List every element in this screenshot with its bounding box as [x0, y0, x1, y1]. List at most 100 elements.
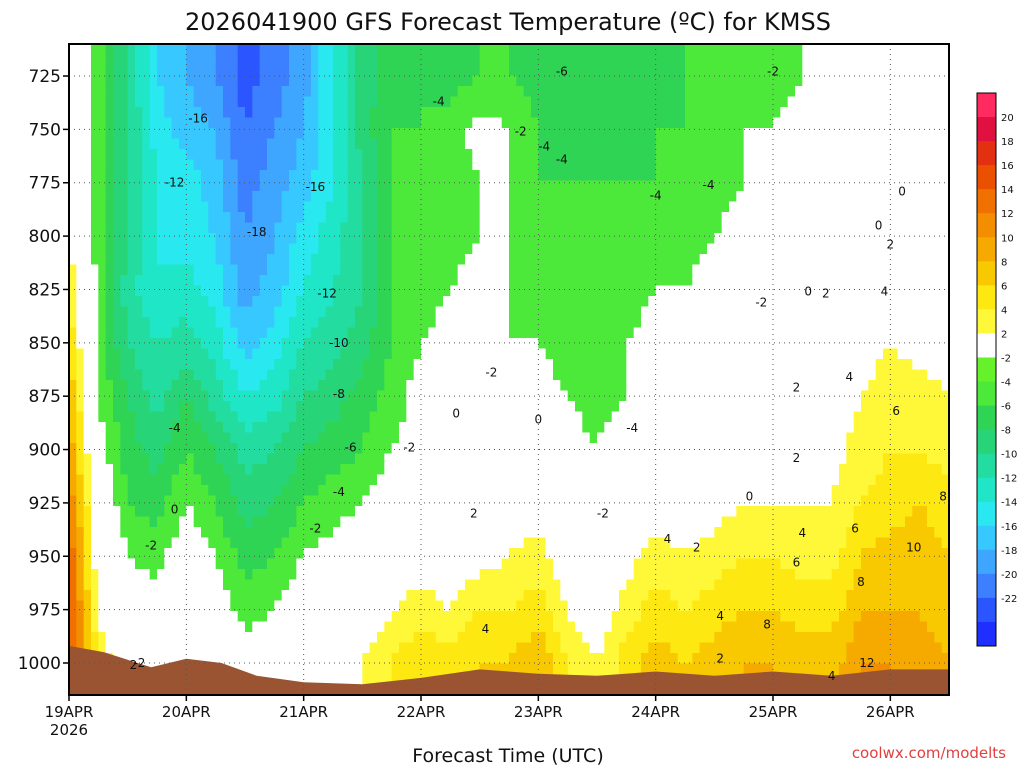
temperature-cell [384, 86, 393, 98]
temperature-cell [523, 474, 532, 486]
temperature-cell [472, 569, 481, 581]
temperature-cell [369, 138, 378, 150]
temperature-cell [626, 327, 635, 339]
temperature-cell [289, 474, 297, 486]
temperature-cell [443, 495, 451, 507]
temperature-cell [157, 233, 165, 245]
temperature-cell [604, 579, 613, 591]
temperature-cell [83, 411, 92, 423]
temperature-cell [560, 380, 569, 392]
temperature-cell [472, 485, 481, 497]
temperature-cell [98, 170, 107, 182]
temperature-cell [281, 537, 290, 549]
temperature-cell [127, 369, 136, 381]
temperature-cell [399, 54, 407, 66]
temperature-cell [347, 296, 356, 308]
temperature-cell [575, 380, 583, 392]
temperature-cell [127, 201, 136, 213]
temperature-cell [421, 443, 429, 455]
temperature-cell [296, 558, 305, 570]
temperature-cell [149, 569, 158, 581]
temperature-cell [157, 191, 165, 203]
temperature-cell [575, 306, 583, 318]
temperature-cell [281, 359, 290, 371]
temperature-cell [626, 54, 635, 66]
temperature-cell [626, 264, 635, 276]
temperature-cell [560, 348, 569, 360]
temperature-cell [252, 128, 261, 140]
temperature-cell [619, 600, 627, 612]
temperature-cell [633, 54, 642, 66]
temperature-cell [443, 663, 451, 675]
temperature-cell [567, 275, 576, 287]
temperature-cell [267, 380, 275, 392]
temperature-cell [406, 590, 415, 602]
temperature-cell [289, 191, 297, 203]
temperature-cell [377, 632, 385, 644]
temperature-cell [391, 432, 400, 444]
temperature-cell [523, 653, 532, 665]
temperature-cell [164, 432, 173, 444]
temperature-cell [413, 663, 422, 675]
temperature-cell [193, 642, 202, 654]
temperature-cell [259, 611, 268, 623]
temperature-cell [303, 401, 312, 413]
temperature-cell [450, 296, 459, 308]
temperature-cell [384, 212, 393, 224]
temperature-cell [289, 306, 297, 318]
temperature-cell [303, 138, 312, 150]
temperature-cell [69, 243, 77, 255]
temperature-cell [318, 569, 327, 581]
temperature-cell [399, 558, 407, 570]
temperature-cell [76, 275, 85, 287]
temperature-cell [318, 474, 327, 486]
temperature-cell [626, 611, 635, 623]
temperature-cell [135, 632, 143, 644]
temperature-cell [560, 75, 569, 87]
temperature-cell [274, 663, 283, 675]
temperature-cell [120, 485, 129, 497]
temperature-cell [457, 600, 466, 612]
temperature-cell [531, 296, 539, 308]
temperature-cell [443, 180, 451, 192]
temperature-cell [98, 632, 107, 644]
temperature-cell [120, 653, 129, 665]
temperature-cell [538, 212, 547, 224]
temperature-cell [384, 663, 393, 675]
temperature-cell [487, 107, 495, 119]
temperature-cell [230, 579, 239, 591]
temperature-cell [428, 485, 437, 497]
temperature-cell [259, 275, 268, 287]
temperature-cell [641, 600, 649, 612]
temperature-cell [413, 128, 422, 140]
temperature-cell [509, 558, 517, 570]
temperature-cell [399, 275, 407, 287]
temperature-cell [201, 117, 209, 129]
temperature-cell [435, 191, 444, 203]
temperature-cell [494, 390, 503, 402]
temperature-cell [208, 527, 217, 539]
temperature-cell [399, 548, 407, 560]
temperature-cell [619, 348, 627, 360]
temperature-cell [127, 191, 136, 203]
temperature-cell [604, 548, 613, 560]
temperature-cell [135, 201, 143, 213]
temperature-cell [450, 527, 459, 539]
temperature-cell [259, 653, 268, 665]
temperature-cell [457, 222, 466, 234]
temperature-cell [494, 663, 503, 675]
temperature-cell [457, 495, 466, 507]
temperature-cell [333, 674, 341, 686]
temperature-cell [443, 254, 451, 266]
temperature-cell [450, 327, 459, 339]
temperature-cell [333, 590, 341, 602]
temperature-cell [127, 600, 136, 612]
temperature-cell [377, 75, 385, 87]
temperature-cell [230, 516, 239, 528]
temperature-cell [421, 632, 429, 644]
temperature-cell [347, 86, 356, 98]
temperature-cell [164, 296, 173, 308]
temperature-cell [421, 296, 429, 308]
temperature-cell [347, 138, 356, 150]
temperature-cell [274, 75, 283, 87]
